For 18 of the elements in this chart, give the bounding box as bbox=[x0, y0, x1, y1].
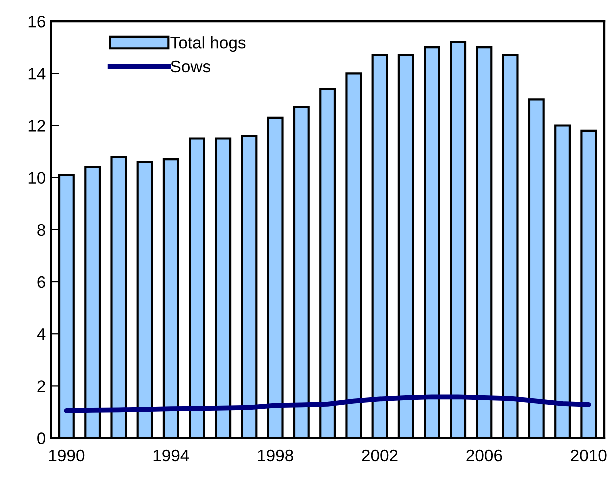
y-tick-label: 2 bbox=[38, 380, 46, 392]
y-tick-label: 4 bbox=[37, 328, 46, 340]
y-tick-label: 6 bbox=[38, 276, 46, 288]
x-tick-label: 1998 bbox=[258, 450, 294, 462]
y-tick-label: 0 bbox=[38, 432, 46, 444]
y-tick-label: 8 bbox=[38, 224, 46, 236]
y-tick-label: 12 bbox=[28, 120, 46, 132]
legend-label: Total hogs bbox=[170, 36, 246, 52]
x-tick-label: 1990 bbox=[49, 450, 85, 462]
x-tick-label: 1994 bbox=[154, 450, 190, 462]
legend-label: Sows bbox=[171, 60, 210, 73]
x-tick-label: 2010 bbox=[571, 450, 607, 462]
x-tick-label: 2002 bbox=[362, 450, 398, 462]
x-tick-label: 2006 bbox=[466, 450, 502, 462]
y-tick-label: 14 bbox=[28, 68, 46, 80]
y-tick-label: 10 bbox=[28, 172, 46, 184]
line-series bbox=[64, 394, 592, 414]
y-tick-label: 16 bbox=[28, 16, 46, 28]
